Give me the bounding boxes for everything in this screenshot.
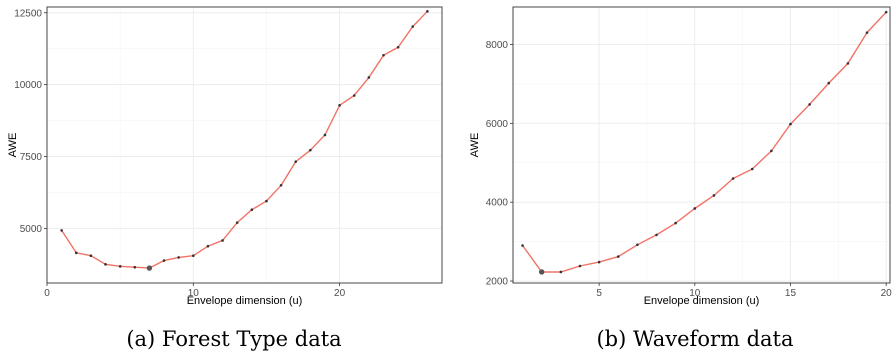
data-point <box>884 10 888 14</box>
y-tick-label: 4000 <box>486 198 509 209</box>
data-point <box>162 259 166 262</box>
data-point <box>309 148 312 152</box>
data-point <box>808 103 811 106</box>
data-point <box>250 208 254 211</box>
data-point <box>411 25 415 28</box>
x-tick-label: 0 <box>44 288 50 299</box>
data-point <box>789 122 792 126</box>
x-tick-label: 20 <box>334 288 346 299</box>
data-point <box>133 265 137 269</box>
y-tick-label: 8000 <box>486 40 509 51</box>
panel-caption: (a) Forest Type data <box>126 327 341 351</box>
data-point <box>655 233 658 237</box>
x-tick-label: 20 <box>881 288 893 299</box>
panel-waveform: 5 10 15 20 2000 4000 6000 8000 Envelope dimensio… <box>469 6 893 351</box>
series-line <box>522 11 887 273</box>
y-tick-label: 5000 <box>20 224 43 235</box>
y-tick-label: 7500 <box>20 152 43 163</box>
x-tick-label: 5 <box>596 288 602 299</box>
data-point <box>265 199 268 203</box>
data-point <box>616 255 620 258</box>
x-tick-label: 10 <box>188 288 200 299</box>
data-point <box>770 149 773 153</box>
highlighted-point <box>146 265 153 271</box>
data-point <box>221 239 224 242</box>
data-point <box>750 167 754 171</box>
data-point <box>191 254 195 257</box>
data-point <box>674 221 677 225</box>
data-point <box>279 183 283 187</box>
y-axis-label: AWE <box>7 133 19 158</box>
data-point <box>396 45 400 49</box>
data-point <box>294 160 298 163</box>
highlighted-point <box>539 269 545 275</box>
plot-border <box>512 6 891 284</box>
data-point <box>382 54 385 57</box>
data-point <box>865 31 869 34</box>
y-axis-label: AWE <box>469 133 481 158</box>
data-point <box>352 94 356 97</box>
data-point <box>177 256 180 259</box>
data-point <box>323 133 327 137</box>
y-tick-label: 12500 <box>14 8 42 19</box>
data-point <box>60 229 63 232</box>
panel-caption: (b) Waveform data <box>596 327 793 351</box>
x-axis-label: Envelope dimension (u) <box>187 295 303 307</box>
x-tick-label: 10 <box>689 288 701 299</box>
data-point <box>89 254 93 257</box>
data-point <box>693 207 697 210</box>
data-point <box>559 270 563 274</box>
data-point <box>104 263 107 266</box>
data-point <box>636 243 639 247</box>
data-point <box>846 62 850 65</box>
data-point <box>74 251 78 255</box>
data-point <box>338 104 341 107</box>
data-point <box>712 194 716 197</box>
y-tick-label: 10000 <box>14 80 42 91</box>
y-tick-label: 2000 <box>486 277 509 288</box>
panel-forest-type: 0 10 20 5000 7500 10000 12500 Envelope dimensio… <box>7 6 443 351</box>
data-point <box>578 264 582 268</box>
series-line <box>61 10 428 269</box>
data-point <box>367 76 371 79</box>
data-point <box>597 260 601 264</box>
y-tick-label: 6000 <box>486 119 509 130</box>
data-point <box>235 221 239 224</box>
x-tick-label: 15 <box>785 288 797 299</box>
data-point <box>827 81 831 85</box>
plot-border <box>46 6 443 284</box>
data-point <box>521 244 524 247</box>
data-point <box>731 177 735 180</box>
data-point <box>426 10 429 13</box>
data-point <box>118 265 122 268</box>
data-point <box>206 244 210 248</box>
x-axis-label: Envelope dimension (u) <box>644 295 760 307</box>
